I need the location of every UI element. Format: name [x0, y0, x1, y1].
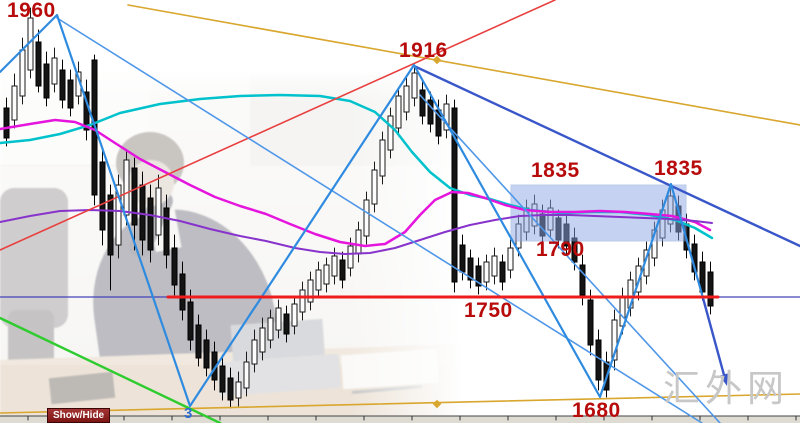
- gold-top-trendline: [127, 4, 800, 126]
- red-ascending-trendline: [0, 0, 556, 251]
- zigzag-wave-line: [0, 13, 705, 408]
- consolidation-rectangle: [510, 184, 687, 242]
- lightblue-trendline-from-1916: [419, 94, 721, 423]
- watermark: 汇外网: [663, 369, 789, 410]
- time-axis-bar: [0, 415, 800, 423]
- trendline-handle-markers: [432, 55, 442, 409]
- forecast-arrow: [701, 296, 728, 386]
- lightblue-trendline-from-1960: [56, 17, 703, 423]
- gold-bottom-trendline: [0, 393, 800, 414]
- show-hide-button[interactable]: Show/Hide: [47, 408, 111, 423]
- royal-descending-trendline: [412, 64, 800, 248]
- ma-magenta: [0, 118, 712, 248]
- green-trendline: [0, 316, 222, 423]
- ma-purple: [0, 209, 713, 255]
